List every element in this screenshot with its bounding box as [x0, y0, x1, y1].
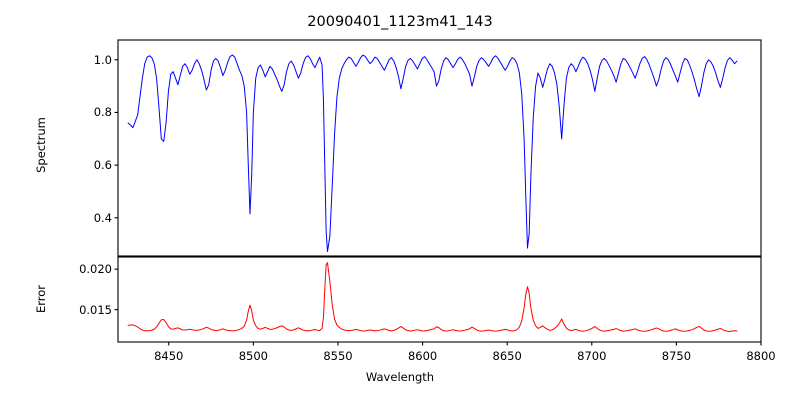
xtick-label: 8700: [577, 349, 607, 363]
error-axes-frame: [117, 256, 762, 343]
xtick-label: 8800: [746, 349, 776, 363]
page-title: 20090401_1123m41_143: [307, 14, 493, 30]
xtick-label: 8550: [323, 349, 353, 363]
xtick-label: 8500: [238, 349, 268, 363]
xtick-label: 8600: [407, 349, 438, 363]
error-data-line: [127, 262, 738, 332]
xtick-label: 8750: [661, 349, 692, 363]
spectrum-ytick-label: 0.4: [93, 210, 112, 225]
error-y-axis-label: Error: [34, 284, 48, 314]
spectrum-tick-marks: [114, 59, 118, 219]
spectrum-y-axis-label: Spectrum: [34, 117, 48, 173]
spectrum-panel: [114, 39, 762, 257]
error-tick-marks: [114, 268, 762, 346]
error-ytick-label: 0.015: [79, 302, 112, 317]
spectrum-axes-frame: [117, 39, 762, 257]
spectrum-ytick-label: 0.6: [93, 158, 112, 173]
spectrum-ytick-label: 1.0: [93, 52, 112, 67]
error-panel: [114, 256, 762, 346]
xtick-label: 8650: [492, 349, 522, 363]
error-ytick-label: 0.020: [79, 262, 112, 277]
x-axis-label: Wavelength: [365, 370, 435, 384]
spectrum-data-line: [127, 54, 738, 253]
xtick-label: 8450: [154, 349, 184, 363]
spectrum-ytick-label: 0.8: [93, 105, 112, 120]
